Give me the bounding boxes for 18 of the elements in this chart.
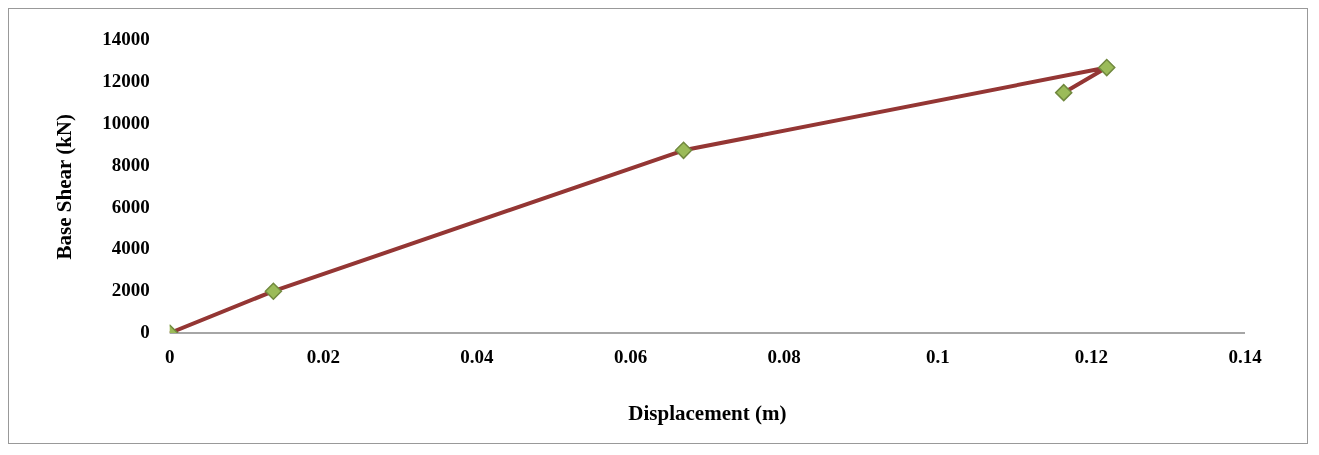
y-tick-label: 6000 <box>111 195 150 217</box>
x-axis-title: Displacement (m) <box>628 400 787 425</box>
y-tick-label: 14000 <box>102 28 150 50</box>
x-tick-label: 0.08 <box>767 346 801 368</box>
y-tick-label: 8000 <box>111 153 150 175</box>
y-tick-label: 4000 <box>111 237 150 259</box>
x-tick-label: 0.12 <box>1074 346 1109 368</box>
x-tick-label: 0.02 <box>306 346 340 368</box>
y-tick-label: 12000 <box>102 70 150 92</box>
y-tick-label: 0 <box>140 320 150 342</box>
x-tick-label: 0.1 <box>925 346 950 368</box>
x-tick-label: 0.06 <box>613 346 648 368</box>
y-axis-title: Base Shear (kN) <box>52 113 77 260</box>
x-tick-label: 0 <box>164 346 175 368</box>
x-tick-label: 0.14 <box>1228 346 1263 368</box>
y-tick-label: 10000 <box>102 111 150 133</box>
y-tick-label: 2000 <box>111 279 150 301</box>
x-tick-label: 0.04 <box>460 346 495 368</box>
